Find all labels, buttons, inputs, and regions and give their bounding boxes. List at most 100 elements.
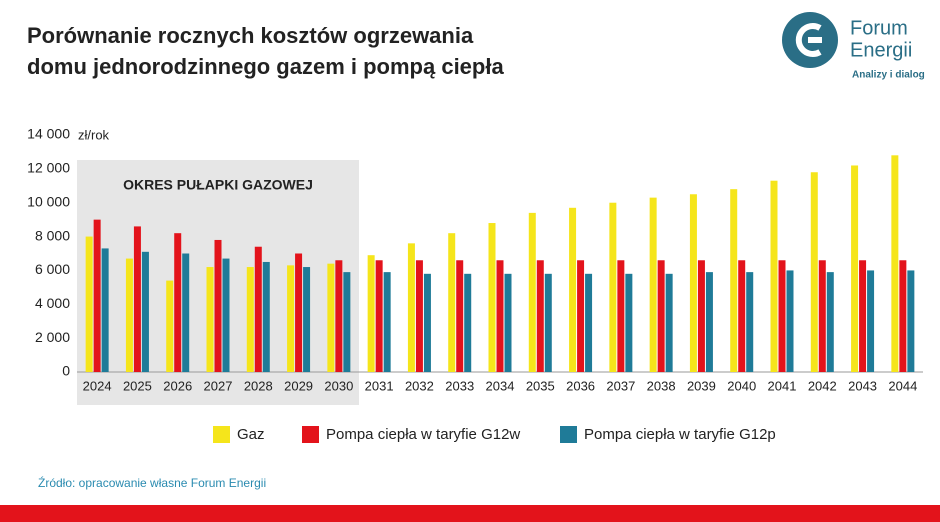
legend-label: Pompa ciepła w taryfie G12w <box>326 426 520 443</box>
bar <box>407 243 415 372</box>
bar <box>851 165 859 372</box>
bar <box>287 265 295 372</box>
x-tick-label: 2033 <box>445 378 474 393</box>
bar <box>778 260 786 372</box>
source: Źródło: opracowanie własne Forum Energii <box>38 475 266 490</box>
bar <box>899 260 907 372</box>
chart-subtitle: domu jednorodzinnego gazem i pompą ciepł… <box>27 54 504 79</box>
bar <box>649 197 657 372</box>
bar <box>528 212 536 372</box>
bar <box>786 270 794 372</box>
y-tick-label: 10 000 <box>27 193 70 209</box>
logo-glyph <box>795 23 822 57</box>
x-tick-label: 2037 <box>606 378 635 393</box>
bar <box>375 260 383 372</box>
bar <box>665 273 673 372</box>
y-tick-label: 0 <box>62 363 70 379</box>
bar <box>133 226 141 372</box>
bar <box>569 207 577 372</box>
y-tick-label: 12 000 <box>27 160 70 176</box>
x-tick-label: 2038 <box>647 378 676 393</box>
logo-tagline: Analizy i dialog <box>852 70 925 81</box>
bar <box>891 155 899 372</box>
x-tick-label: 2026 <box>163 378 192 393</box>
x-tick-label: 2032 <box>405 378 434 393</box>
bar <box>214 239 222 372</box>
bar <box>141 251 149 372</box>
bar <box>625 273 633 372</box>
y-tick-label: 6 000 <box>35 261 70 277</box>
y-tick-label: 4 000 <box>35 295 70 311</box>
y-unit: zł/rok <box>78 127 110 142</box>
bar <box>585 273 593 372</box>
bar <box>222 258 230 372</box>
bar <box>367 255 375 372</box>
bar <box>730 189 738 372</box>
bar <box>456 260 464 372</box>
x-tick-label: 2028 <box>244 378 273 393</box>
annotation-label: OKRES PUŁAPKI GAZOWEJ <box>123 177 313 193</box>
bar <box>504 273 512 372</box>
legend-label: Pompa ciepła w taryfie G12p <box>584 426 776 443</box>
x-tick-label: 2030 <box>324 378 353 393</box>
bar <box>746 272 754 372</box>
bar <box>464 273 472 372</box>
x-tick-label: 2024 <box>83 378 112 393</box>
bar <box>689 194 697 372</box>
x-tick-label: 2039 <box>687 378 716 393</box>
x-tick-label: 2031 <box>365 378 394 393</box>
bar <box>85 236 93 372</box>
x-tick-label: 2041 <box>768 378 797 393</box>
x-tick-label: 2044 <box>888 378 917 393</box>
bar <box>818 260 826 372</box>
bar <box>738 260 746 372</box>
y-tick-label: 14 000 <box>27 126 70 142</box>
x-tick-label: 2029 <box>284 378 313 393</box>
bar <box>826 272 834 372</box>
x-tick-label: 2035 <box>526 378 555 393</box>
bar <box>343 272 351 372</box>
bar <box>182 253 190 372</box>
bar <box>609 202 617 372</box>
x-tick-label: 2036 <box>566 378 595 393</box>
bar <box>174 233 182 372</box>
legend-swatch <box>302 426 319 443</box>
bar <box>536 260 544 372</box>
bar <box>448 233 456 372</box>
x-tick-label: 2042 <box>808 378 837 393</box>
bar <box>617 260 625 372</box>
bar <box>496 260 504 372</box>
bar <box>697 260 705 372</box>
x-tick-label: 2027 <box>204 378 233 393</box>
bar <box>125 258 133 372</box>
y-tick-label: 8 000 <box>35 227 70 243</box>
legend-swatch <box>560 426 577 443</box>
bar <box>254 246 262 372</box>
logo-text: Energii <box>850 39 912 61</box>
bar <box>705 272 713 372</box>
bar <box>327 263 335 372</box>
x-tick-label: 2025 <box>123 378 152 393</box>
bar <box>907 270 915 372</box>
bar <box>810 172 818 372</box>
bar <box>859 260 867 372</box>
bar <box>101 248 109 372</box>
bar <box>295 253 303 372</box>
bar <box>262 261 270 372</box>
x-tick-label: 2034 <box>486 378 515 393</box>
bar <box>577 260 585 372</box>
x-tick-label: 2043 <box>848 378 877 393</box>
bar <box>383 272 391 372</box>
bar <box>93 219 101 372</box>
legend-label: Gaz <box>237 426 265 443</box>
chart-title: Porównanie rocznych kosztów ogrzewania <box>27 23 474 48</box>
logo-text: Forum <box>850 17 908 39</box>
y-tick-label: 2 000 <box>35 329 70 345</box>
legend-swatch <box>213 426 230 443</box>
bar <box>770 180 778 372</box>
bar <box>335 260 343 372</box>
bar <box>657 260 665 372</box>
bar <box>303 267 311 372</box>
bar <box>206 267 214 372</box>
